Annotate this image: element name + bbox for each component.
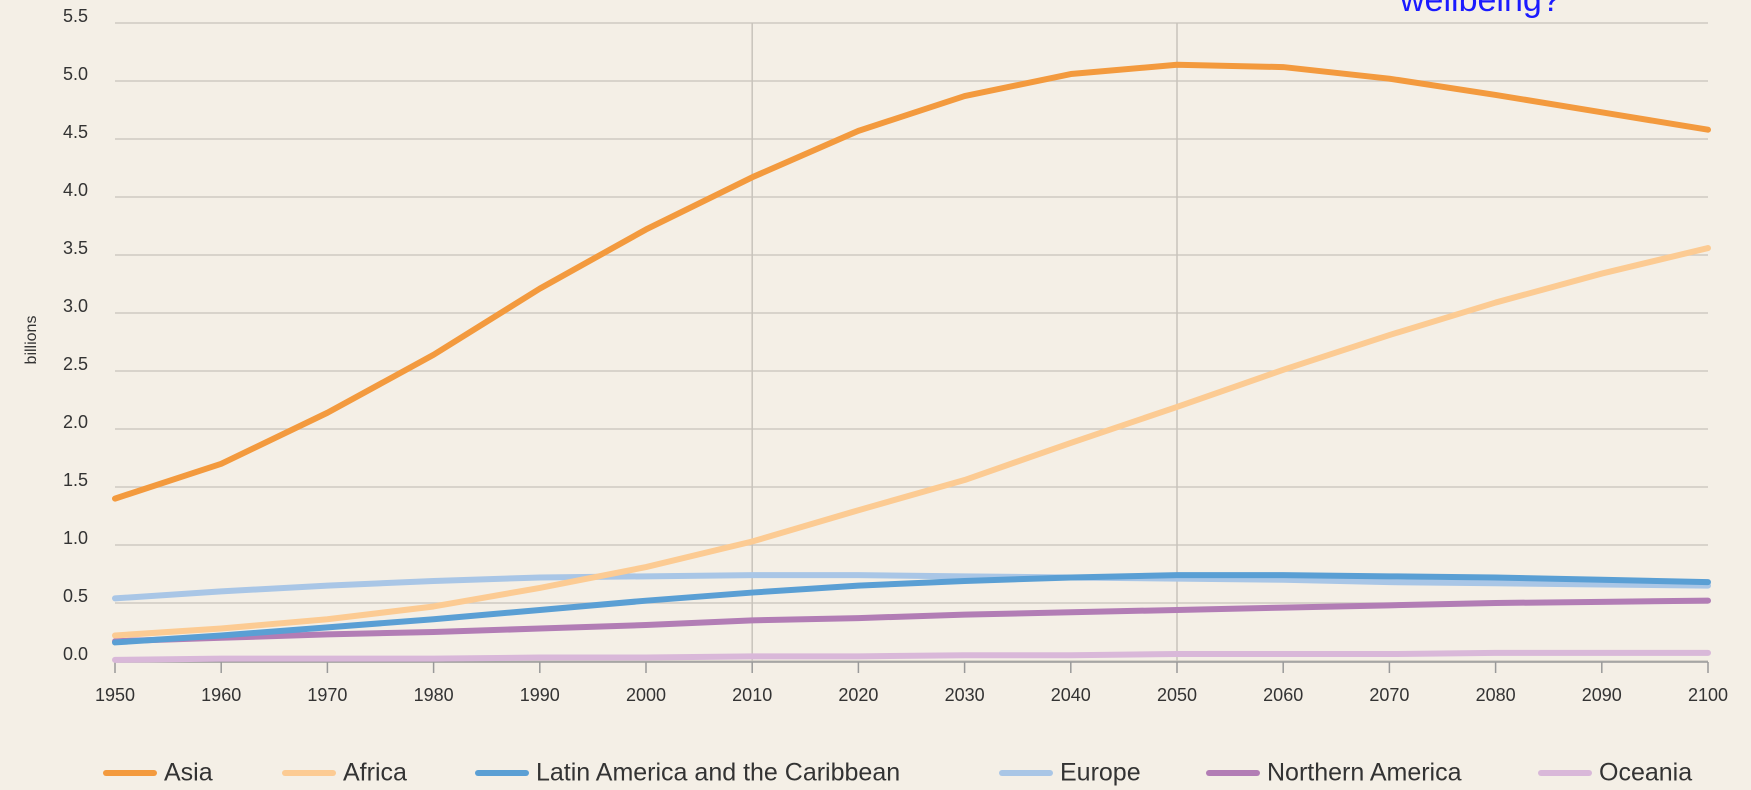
y-tick-label: 1.0 [63, 528, 88, 548]
y-tick-label: 1.5 [63, 470, 88, 490]
line-series [112, 572, 1711, 646]
legend-label: Oceania [1599, 759, 1692, 787]
y-tick-label: 2.0 [63, 412, 88, 432]
x-tick-label: 2060 [1263, 685, 1303, 705]
x-tick-label: 1960 [201, 685, 241, 705]
y-tick-label: 5.5 [63, 6, 88, 26]
x-tick-label: 1980 [414, 685, 454, 705]
annotation: wellbeing? [1399, 0, 1561, 19]
y-tick-label: 3.0 [63, 296, 88, 316]
line-series [112, 61, 1711, 502]
x-tick-label: 1950 [95, 685, 135, 705]
y-tick-label: 4.0 [63, 180, 88, 200]
x-tick-label: 2000 [626, 685, 666, 705]
line-series [112, 649, 1711, 663]
x-tick-label: 1970 [307, 685, 347, 705]
y-axis-label: billions [23, 316, 40, 365]
y-tick-label: 4.5 [63, 122, 88, 142]
legend-label: Northern America [1267, 759, 1462, 787]
x-tick-label: 1990 [520, 685, 560, 705]
legend-label: Asia [164, 759, 213, 787]
x-tick-label: 2050 [1157, 685, 1197, 705]
x-tick-label: 2030 [945, 685, 985, 705]
x-tick-label: 2080 [1476, 685, 1516, 705]
x-tick-label: 2020 [838, 685, 878, 705]
x-tick-label: 2040 [1051, 685, 1091, 705]
y-tick-label: 2.5 [63, 354, 88, 374]
x-tick-label: 2090 [1582, 685, 1622, 705]
x-tick-label: 2070 [1369, 685, 1409, 705]
legend-label: Europe [1060, 759, 1141, 787]
line-series [112, 572, 1711, 602]
y-tick-label: 3.5 [63, 238, 88, 258]
y-tick-label: 0.0 [63, 644, 88, 664]
y-tick-label: 0.5 [63, 586, 88, 606]
line-series [112, 597, 1711, 645]
legend-label: Latin America and the Caribbean [536, 759, 900, 787]
x-tick-label: 2100 [1688, 685, 1728, 705]
legend-label: Africa [343, 759, 407, 787]
y-tick-label: 5.0 [63, 64, 88, 84]
x-tick-label: 2010 [732, 685, 772, 705]
line-series [112, 245, 1711, 639]
